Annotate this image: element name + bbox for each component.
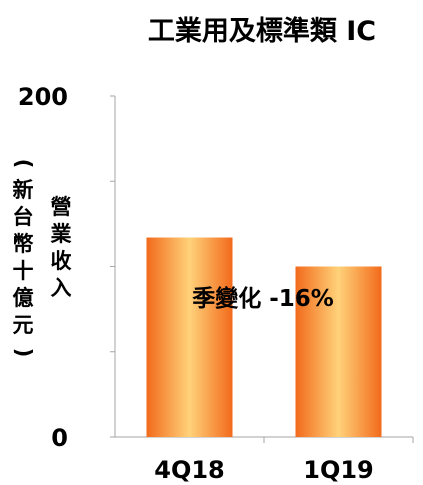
- x-tick-labels: 4Q18 1Q19: [154, 456, 374, 484]
- y-axis-label: 營業收入: [50, 195, 72, 300]
- x-tick-label: 4Q18: [154, 456, 225, 484]
- bars: [146, 237, 382, 437]
- y-tick-labels: 0 200: [18, 83, 68, 452]
- y-axis-unit-label: (新台幣十億元): [11, 158, 36, 358]
- bar-4q18: [146, 237, 233, 437]
- y-tick-label: 200: [18, 83, 68, 111]
- bar-1q19: [295, 266, 382, 437]
- change-annotation: 季變化 -16%: [192, 285, 334, 312]
- x-tick-label: 1Q19: [303, 456, 374, 484]
- chart-title: 工業用及標準類 IC: [148, 15, 376, 47]
- y-tick-label: 0: [51, 424, 68, 452]
